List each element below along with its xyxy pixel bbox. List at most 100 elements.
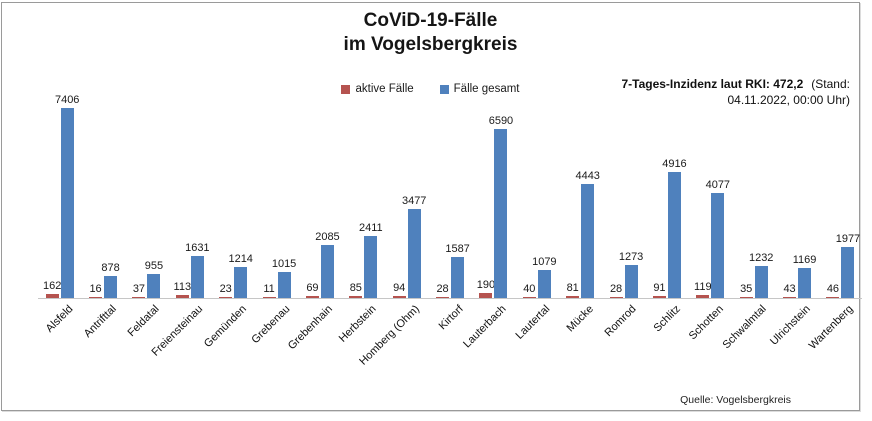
total-value-label: 3477 xyxy=(401,194,427,207)
category-label: Schlitz xyxy=(651,303,683,335)
bar-group: 162 7406 xyxy=(38,94,81,298)
active-cases-bar xyxy=(219,297,233,298)
category-label: Herbstein xyxy=(337,303,379,345)
category-cell: Ulrichstein xyxy=(768,299,818,367)
category-cell: Kirtorf xyxy=(428,299,471,367)
active-bar-column: 81 xyxy=(566,281,580,298)
active-bar-column: 91 xyxy=(652,282,666,298)
active-bar-column: 85 xyxy=(349,282,363,298)
total-bar-column: 1214 xyxy=(228,253,253,298)
total-cases-bar xyxy=(190,256,204,298)
bar-group: 28 1273 xyxy=(602,251,645,298)
active-cases-bar xyxy=(479,293,493,298)
incidence-value: 7-Tages-Inzidenz laut RKI: 472,2 xyxy=(621,77,804,91)
legend-item-total: Fälle gesamt xyxy=(439,83,520,95)
total-bar-column: 4077 xyxy=(706,179,730,298)
active-value-label: 119 xyxy=(694,280,712,293)
active-value-label: 69 xyxy=(306,282,319,295)
total-cases-bar xyxy=(624,265,638,298)
total-bar-column: 1273 xyxy=(619,251,643,298)
active-cases-bar xyxy=(652,295,666,298)
total-bar-column: 1977 xyxy=(836,233,860,298)
active-value-label: 81 xyxy=(566,281,579,294)
total-bar-column: 2085 xyxy=(315,231,340,298)
bar-group: 40 1079 xyxy=(515,256,558,298)
bar-group: 16 878 xyxy=(81,262,124,298)
active-bar-column: 23 xyxy=(219,283,233,298)
total-value-label: 2085 xyxy=(315,230,340,243)
active-cases-bar xyxy=(45,293,59,298)
total-cases-bar xyxy=(147,273,161,298)
category-cell: Feldatal xyxy=(125,299,168,367)
total-cases-bar xyxy=(277,272,291,298)
total-value-label: 1169 xyxy=(792,254,817,266)
active-cases-bar xyxy=(175,295,189,298)
active-bar-column: 113 xyxy=(173,281,192,298)
category-cell: Homberg (Ohm) xyxy=(357,299,428,368)
active-cases-bar xyxy=(349,295,363,298)
total-cases-bar xyxy=(537,270,551,298)
total-bar-column: 1631 xyxy=(185,242,210,298)
incidence-note: 7-Tages-Inzidenz laut RKI: 472,2 (Stand: … xyxy=(621,76,850,108)
category-cell: Alsfeld xyxy=(38,299,81,367)
stand-prefix: (Stand: xyxy=(811,77,850,91)
category-cell: Freiensteinau xyxy=(150,299,211,367)
source-note: Quelle: Vogelsbergkreis xyxy=(680,394,791,406)
active-cases-bar xyxy=(826,296,840,298)
bar-group: 37 955 xyxy=(125,260,168,298)
active-value-label: 11 xyxy=(263,283,275,295)
total-value-label: 1079 xyxy=(532,256,557,269)
total-bar-column: 6590 xyxy=(489,115,513,298)
legend-item-active: aktive Fälle xyxy=(341,83,414,95)
category-cell: Lauterbach xyxy=(462,299,515,367)
total-value-label: 1214 xyxy=(228,252,253,265)
active-cases-bar xyxy=(262,297,276,298)
total-value-label: 7406 xyxy=(54,94,80,106)
total-cases-bar xyxy=(711,193,725,298)
chart-title-line2: im Vogelsbergkreis xyxy=(343,34,518,55)
total-bar-column: 1232 xyxy=(749,252,773,298)
total-cases-bar xyxy=(841,247,855,298)
category-label: Alsfeld xyxy=(43,303,76,335)
active-bar-column: 16 xyxy=(89,283,103,298)
bar-group: 69 2085 xyxy=(298,231,341,298)
active-value-label: 46 xyxy=(826,282,840,295)
active-bar-column: 40 xyxy=(522,283,536,298)
total-bar-column: 7406 xyxy=(55,94,79,298)
category-label: Antrifttal xyxy=(81,303,119,341)
total-cases-bar xyxy=(667,171,681,298)
active-bar-column: 69 xyxy=(305,282,319,298)
category-cell: Gemünden xyxy=(202,299,255,367)
category-label: Romrod xyxy=(602,303,640,340)
stand-date: 04.11.2022, 00:00 Uhr) xyxy=(727,93,850,107)
total-cases-bar xyxy=(494,128,508,298)
total-value-label: 1232 xyxy=(748,252,774,265)
bar-group: 81 4443 xyxy=(559,170,602,298)
chart-title-line1: CoViD-19-Fälle xyxy=(363,10,498,31)
active-bar-column: 119 xyxy=(694,280,712,298)
bar-group: 91 4916 xyxy=(645,158,688,298)
active-value-label: 37 xyxy=(132,283,146,295)
category-axis: Alsfeld Antrifttal Feldatal Freiensteinau Ge… xyxy=(38,299,862,368)
legend-swatch-icon xyxy=(341,84,351,94)
category-label: Schotten xyxy=(686,303,726,343)
category-cell: Antrifttal xyxy=(81,299,124,367)
active-bar-column: 37 xyxy=(132,283,146,298)
active-value-label: 35 xyxy=(740,283,753,295)
total-cases-bar xyxy=(754,266,768,298)
active-cases-bar xyxy=(566,295,580,298)
total-bar-column: 1169 xyxy=(793,254,816,298)
category-label: Feldatal xyxy=(125,303,162,340)
total-bar-column: 2411 xyxy=(359,222,383,298)
total-cases-bar xyxy=(581,184,595,298)
total-value-label: 1015 xyxy=(271,258,297,270)
category-cell: Grebenhain xyxy=(286,299,341,367)
bar-group: 46 1977 xyxy=(819,233,862,298)
active-bar-column: 28 xyxy=(609,283,623,298)
active-value-label: 190 xyxy=(476,279,496,292)
category-cell: Romrod xyxy=(602,299,645,367)
total-bar-column: 4443 xyxy=(575,170,600,298)
active-value-label: 113 xyxy=(173,281,192,294)
active-value-label: 40 xyxy=(523,283,536,295)
total-cases-bar xyxy=(364,236,378,298)
